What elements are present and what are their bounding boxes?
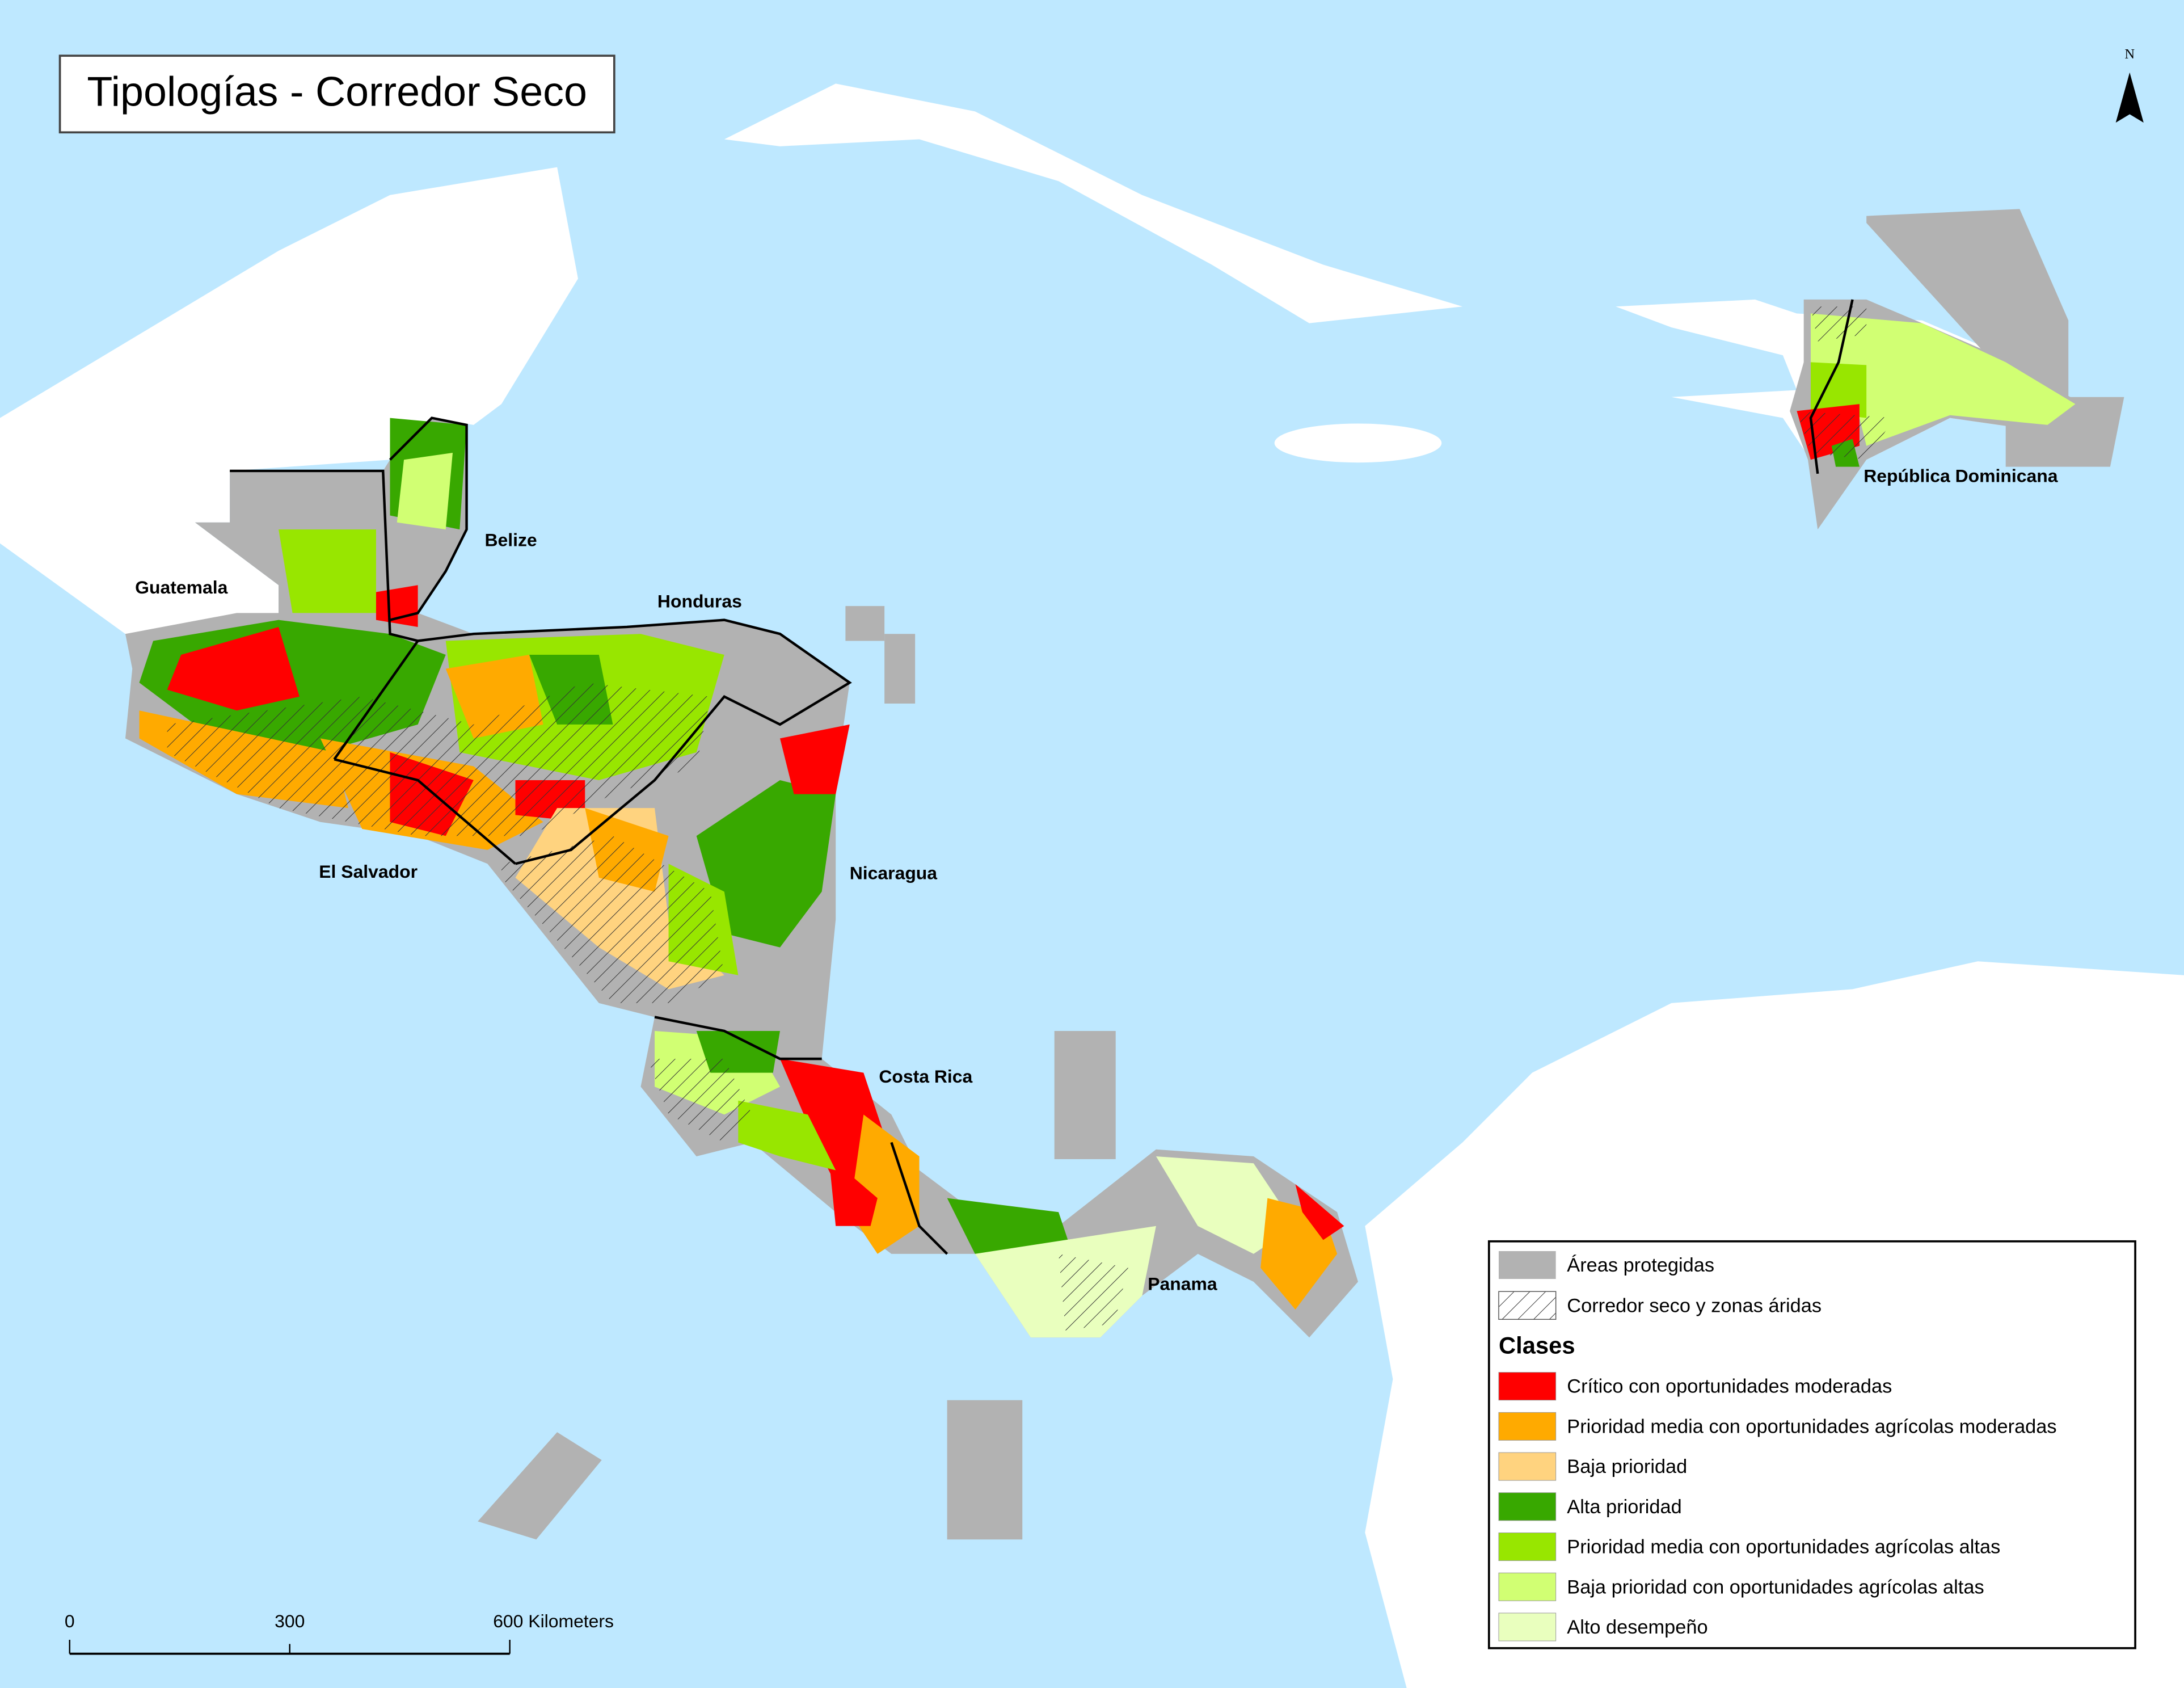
legend-swatch [1498, 1291, 1557, 1320]
class-patch [1295, 1184, 1344, 1240]
class-patch [828, 1156, 878, 1226]
dry-corridor [167, 306, 1895, 1331]
legend-label: Áreas protegidas [1567, 1254, 1714, 1276]
legend-label: Corredor seco y zonas áridas [1567, 1295, 1822, 1316]
country-label: República Dominicana [1863, 466, 2057, 486]
class-patch [1810, 362, 1867, 418]
scale-bar: 0 300 600 Kilometers [65, 1611, 614, 1655]
country-label: El Salvador [319, 861, 418, 882]
class-patch [780, 724, 850, 794]
legend-swatch [1498, 1532, 1557, 1561]
north-arrow [2115, 72, 2144, 123]
legend-swatch [1498, 1452, 1557, 1481]
legend-swatch [1498, 1372, 1557, 1401]
country-label: Nicaragua [850, 862, 938, 883]
legend-heading: Clases [1499, 1332, 1575, 1358]
legend-swatch [1498, 1251, 1556, 1279]
class-patch [167, 626, 300, 711]
title-box [58, 54, 615, 134]
class-patch [279, 529, 376, 613]
legend-label: Crítico con oportunidades moderadas [1567, 1376, 1892, 1397]
legend-label: Baja prioridad con oportunidades agrícol… [1567, 1576, 1984, 1598]
legend-swatch [1498, 1572, 1557, 1601]
legend: Áreas protegidas Corredor seco y zonas á… [1487, 1240, 2136, 1649]
legend-label: Baja prioridad [1567, 1456, 1687, 1477]
legend-label: Prioridad media con oportunidades agríco… [1567, 1537, 2000, 1558]
country-label: Costa Rica [879, 1066, 972, 1087]
class-patch [1810, 313, 2076, 446]
map-title: Tipologías - Corredor Seco [87, 68, 587, 115]
scale-label: 300 [275, 1611, 305, 1631]
class-patch [376, 585, 418, 627]
class-patch [738, 1100, 836, 1171]
legend-swatch [1498, 1492, 1557, 1521]
class-patch [696, 780, 836, 948]
scale-label: 600 Kilometers [493, 1611, 614, 1631]
country-label: Panama [1148, 1274, 1217, 1294]
legend-label: Alta prioridad [1567, 1496, 1681, 1518]
north-label: N [2124, 47, 2135, 62]
country-label: Guatemala [135, 577, 227, 597]
legend-swatch [1498, 1613, 1557, 1641]
class-patch [947, 1198, 1073, 1254]
legend-swatch [1498, 1412, 1557, 1441]
class-patch [1156, 1156, 1296, 1254]
legend-label: Prioridad media con oportunidades agríco… [1567, 1416, 2056, 1437]
legend-box [1487, 1240, 2136, 1649]
country-label: Belize [484, 530, 537, 550]
class-patch [397, 453, 453, 530]
country-label: Honduras [657, 591, 742, 612]
legend-label: Alto desempeño [1567, 1617, 1707, 1638]
scale-label: 0 [65, 1611, 75, 1631]
borders [230, 299, 1854, 1255]
